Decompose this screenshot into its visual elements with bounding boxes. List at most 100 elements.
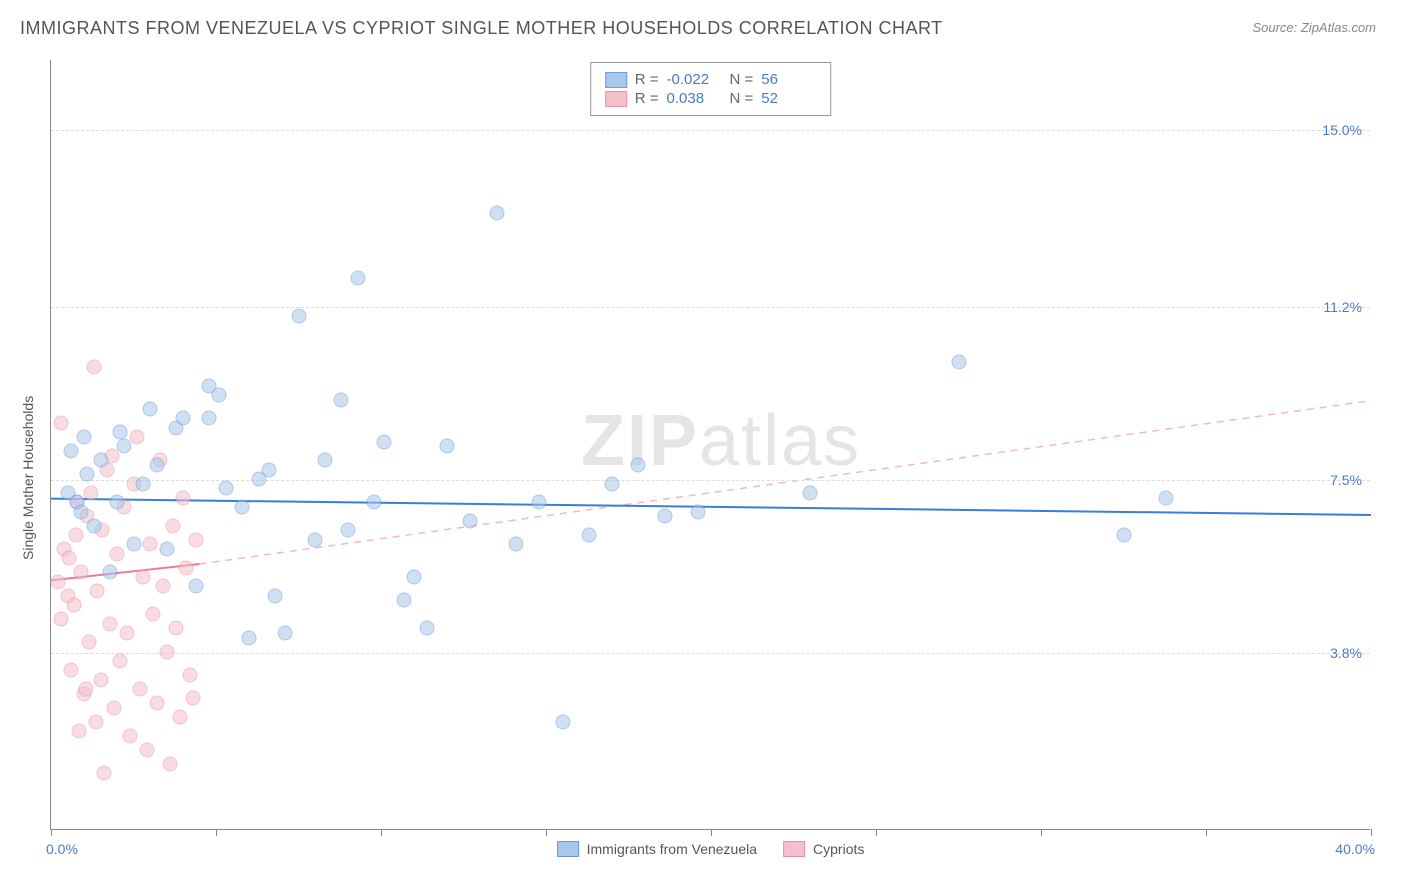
point-cypriot: [83, 486, 98, 501]
point-venezuela: [63, 444, 78, 459]
point-cypriot: [136, 570, 151, 585]
x-min-label: 0.0%: [46, 841, 78, 857]
point-venezuela: [407, 570, 422, 585]
scatter-svg: [51, 60, 1371, 830]
point-venezuela: [242, 630, 257, 645]
point-cypriot: [172, 710, 187, 725]
gridline: [51, 653, 1370, 654]
point-venezuela: [317, 453, 332, 468]
point-venezuela: [149, 458, 164, 473]
point-venezuela: [308, 532, 323, 547]
point-cypriot: [123, 728, 138, 743]
point-venezuela: [176, 411, 191, 426]
point-cypriot: [68, 528, 83, 543]
point-venezuela: [605, 476, 620, 491]
point-venezuela: [1116, 528, 1131, 543]
gridline: [51, 130, 1370, 131]
point-venezuela: [73, 504, 88, 519]
point-cypriot: [81, 635, 96, 650]
point-venezuela: [440, 439, 455, 454]
point-venezuela: [235, 500, 250, 515]
bottom-legend: Immigrants from Venezuela Cypriots: [557, 841, 865, 857]
legend-row-cypriots: R = 0.038 N = 52: [605, 90, 817, 107]
point-venezuela: [159, 542, 174, 557]
point-cypriot: [182, 668, 197, 683]
point-venezuela: [212, 388, 227, 403]
point-venezuela: [555, 714, 570, 729]
y-axis-label: Single Mother Households: [20, 396, 36, 560]
point-cypriot: [169, 621, 184, 636]
r-value-venezuela: -0.022: [667, 71, 722, 88]
legend-item-venezuela: Immigrants from Venezuela: [557, 841, 757, 857]
point-cypriot: [119, 626, 134, 641]
point-venezuela: [113, 425, 128, 440]
source-attribution: Source: ZipAtlas.com: [1252, 20, 1376, 35]
x-tick: [711, 829, 712, 836]
point-venezuela: [93, 453, 108, 468]
point-cypriot: [78, 682, 93, 697]
point-venezuela: [143, 402, 158, 417]
x-tick: [546, 829, 547, 836]
point-cypriot: [166, 518, 181, 533]
point-venezuela: [367, 495, 382, 510]
point-cypriot: [63, 663, 78, 678]
point-venezuela: [581, 528, 596, 543]
r-label: R =: [635, 71, 659, 88]
x-tick: [1371, 829, 1372, 836]
swatch-venezuela-icon: [557, 841, 579, 857]
point-cypriot: [73, 565, 88, 580]
point-venezuela: [278, 626, 293, 641]
point-cypriot: [50, 574, 65, 589]
point-venezuela: [291, 308, 306, 323]
point-cypriot: [149, 696, 164, 711]
n-value-venezuela: 56: [761, 71, 816, 88]
point-cypriot: [90, 584, 105, 599]
n-value-cypriots: 52: [761, 90, 816, 107]
point-venezuela: [110, 495, 125, 510]
point-venezuela: [631, 458, 646, 473]
x-max-label: 40.0%: [1335, 841, 1375, 857]
point-venezuela: [218, 481, 233, 496]
x-tick: [1206, 829, 1207, 836]
point-venezuela: [103, 565, 118, 580]
legend-label-cypriots: Cypriots: [813, 841, 864, 857]
point-cypriot: [86, 360, 101, 375]
trend-line: [200, 401, 1372, 564]
point-venezuela: [657, 509, 672, 524]
legend-row-venezuela: R = -0.022 N = 56: [605, 71, 817, 88]
swatch-cypriots-icon: [783, 841, 805, 857]
point-cypriot: [96, 766, 111, 781]
x-tick: [1041, 829, 1042, 836]
point-cypriot: [156, 579, 171, 594]
gridline: [51, 480, 1370, 481]
y-tick-label: 11.2%: [1323, 299, 1362, 315]
point-cypriot: [162, 756, 177, 771]
point-venezuela: [1159, 490, 1174, 505]
x-tick: [381, 829, 382, 836]
point-venezuela: [86, 518, 101, 533]
point-venezuela: [377, 434, 392, 449]
legend-label-venezuela: Immigrants from Venezuela: [587, 841, 757, 857]
n-label: N =: [730, 71, 754, 88]
r-label: R =: [635, 90, 659, 107]
plot-area: R = -0.022 N = 56 R = 0.038 N = 52 ZIPat…: [50, 60, 1370, 830]
point-venezuela: [509, 537, 524, 552]
point-cypriot: [67, 598, 82, 613]
legend-item-cypriots: Cypriots: [783, 841, 864, 857]
point-venezuela: [341, 523, 356, 538]
point-cypriot: [129, 430, 144, 445]
point-cypriot: [110, 546, 125, 561]
point-cypriot: [113, 654, 128, 669]
point-cypriot: [88, 714, 103, 729]
y-tick-label: 3.8%: [1330, 645, 1362, 661]
point-venezuela: [189, 579, 204, 594]
x-tick: [216, 829, 217, 836]
point-cypriot: [133, 682, 148, 697]
point-cypriot: [146, 607, 161, 622]
point-venezuela: [80, 467, 95, 482]
point-venezuela: [261, 462, 276, 477]
point-venezuela: [951, 355, 966, 370]
point-cypriot: [93, 672, 108, 687]
point-venezuela: [126, 537, 141, 552]
point-venezuela: [136, 476, 151, 491]
